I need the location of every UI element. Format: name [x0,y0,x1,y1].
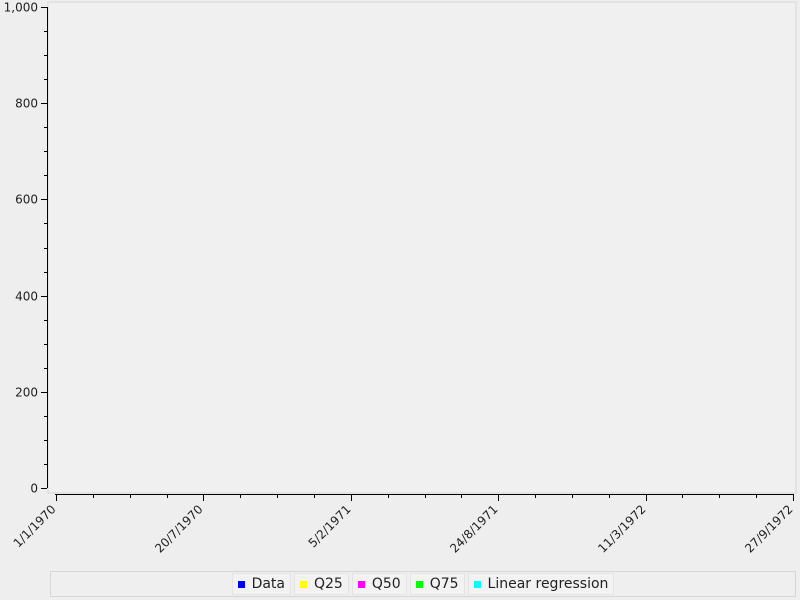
x-axis-ticks: 1/1/1970 20/7/1970 5/2/1971 24/8/1971 11/3/1… [11,494,796,556]
legend-swatch-icon [237,580,245,588]
legend-label: Q50 [371,576,401,592]
plot-area [47,1,797,494]
legend-label: Q25 [314,576,343,592]
x-tick-label: 20/7/1970 [152,502,205,555]
legend-item[interactable]: Linear regression [467,573,615,595]
y-tick-label: 400 [15,290,38,304]
legend-item[interactable]: Q75 [409,573,465,595]
y-tick-label: 0 [30,482,38,496]
legend: Data Q25 Q50 Q75 Linear regression [50,571,796,597]
y-tick-label: 600 [15,193,38,207]
x-tick-label: 27/9/1972 [742,502,795,555]
x-tick-label: 5/2/1971 [306,502,354,550]
legend-label: Linear regression [487,576,609,592]
y-tick-label: 800 [15,97,38,111]
y-tick-label: 200 [15,386,38,400]
legend-swatch-icon [300,580,307,588]
legend-item[interactable]: Q50 [351,573,407,595]
y-tick-label: 1,000 [4,1,38,15]
legend-swatch-icon [357,580,365,588]
legend-item[interactable]: Q25 [294,573,349,595]
legend-item[interactable]: Data [231,573,291,595]
x-tick-label: 1/1/1970 [11,502,59,550]
y-axis-ticks: 0 200 400 600 800 1,000 [4,1,47,496]
x-tick-label: 11/3/1972 [595,502,648,555]
legend-label: Q75 [429,576,459,592]
legend-swatch-icon [415,580,423,588]
legend-swatch-icon [473,580,481,588]
legend-label: Data [251,576,285,592]
x-tick-label: 24/8/1971 [447,502,500,555]
